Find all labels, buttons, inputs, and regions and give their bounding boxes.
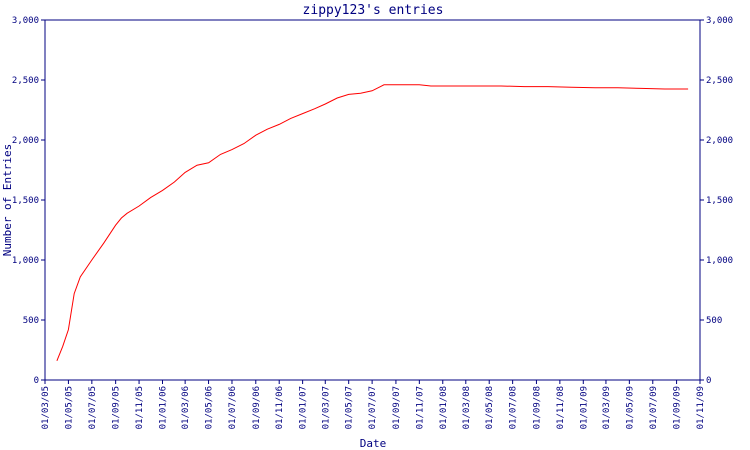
- x-tick-label: 01/03/06: [181, 386, 191, 429]
- x-tick-label: 01/01/09: [579, 386, 589, 429]
- y-tick-label-left: 0: [34, 376, 39, 386]
- x-tick-label: 01/09/07: [392, 386, 402, 429]
- x-tick-label: 01/03/05: [41, 386, 51, 429]
- y-tick-label-left: 1,500: [12, 196, 39, 206]
- y-tick-label-left: 2,500: [12, 76, 39, 86]
- x-tick-label: 01/09/08: [532, 386, 542, 429]
- x-tick-label: 01/05/05: [64, 386, 74, 429]
- x-tick-label: 01/01/08: [439, 386, 449, 429]
- x-tick-label: 01/05/06: [205, 386, 215, 429]
- x-tick-label: 01/09/06: [252, 386, 262, 429]
- x-tick-label: 01/11/07: [415, 386, 425, 429]
- plot-area-frame: [44, 19, 701, 381]
- x-tick-label: 01/11/09: [696, 386, 706, 429]
- chart-title: zippy123's entries: [303, 3, 444, 18]
- x-tick-label: 01/03/07: [321, 386, 331, 429]
- x-tick-label: 01/11/08: [556, 386, 566, 429]
- x-tick-label: 01/07/06: [228, 386, 238, 429]
- x-tick-label: 01/05/09: [625, 386, 635, 429]
- x-tick-label: 01/07/09: [649, 386, 659, 429]
- y-tick-label-right: 0: [706, 376, 711, 386]
- x-tick-label: 01/03/08: [462, 386, 472, 429]
- y-tick-label-left: 1,000: [12, 256, 39, 266]
- x-tick-label: 01/01/06: [158, 386, 168, 429]
- y-tick-label-left: 500: [23, 316, 39, 326]
- y-axis-right: 0 500 1,000 1,500 2,000 2,500 3,000: [700, 16, 733, 386]
- x-tick-label: 01/09/05: [112, 386, 122, 429]
- x-tick-label: 01/05/07: [345, 386, 355, 429]
- x-tick-label: 01/03/09: [602, 386, 612, 429]
- x-tick-label: 01/09/09: [673, 386, 683, 429]
- x-tick-label: 01/11/05: [135, 386, 145, 429]
- y-tick-label-left: 3,000: [12, 16, 39, 26]
- x-tick-label: 01/07/07: [368, 386, 378, 429]
- x-tick-label: 01/05/08: [485, 386, 495, 429]
- y-tick-label-right: 2,500: [706, 76, 733, 86]
- x-tick-label: 01/07/05: [88, 386, 98, 429]
- y-tick-label-right: 500: [706, 316, 722, 326]
- y-axis-left: 0 500 1,000 1,500 2,000 2,500 3,000: [12, 16, 45, 386]
- series-line: [56, 84, 689, 361]
- x-axis-title: Date: [360, 437, 387, 450]
- x-tick-label: 01/11/06: [275, 386, 285, 429]
- x-tick-label: 01/01/07: [299, 386, 309, 429]
- y-tick-label-left: 2,000: [12, 136, 39, 146]
- y-tick-label-right: 2,000: [706, 136, 733, 146]
- y-tick-label-right: 1,500: [706, 196, 733, 206]
- x-tick-label: 01/07/08: [509, 386, 519, 429]
- y-tick-label-right: 1,000: [706, 256, 733, 266]
- x-axis: 01/03/05 01/05/05 01/07/05 01/09/05 01/11/05…: [41, 380, 706, 429]
- y-axis-title: Number of Entries: [1, 144, 14, 257]
- y-tick-label-right: 3,000: [706, 16, 733, 26]
